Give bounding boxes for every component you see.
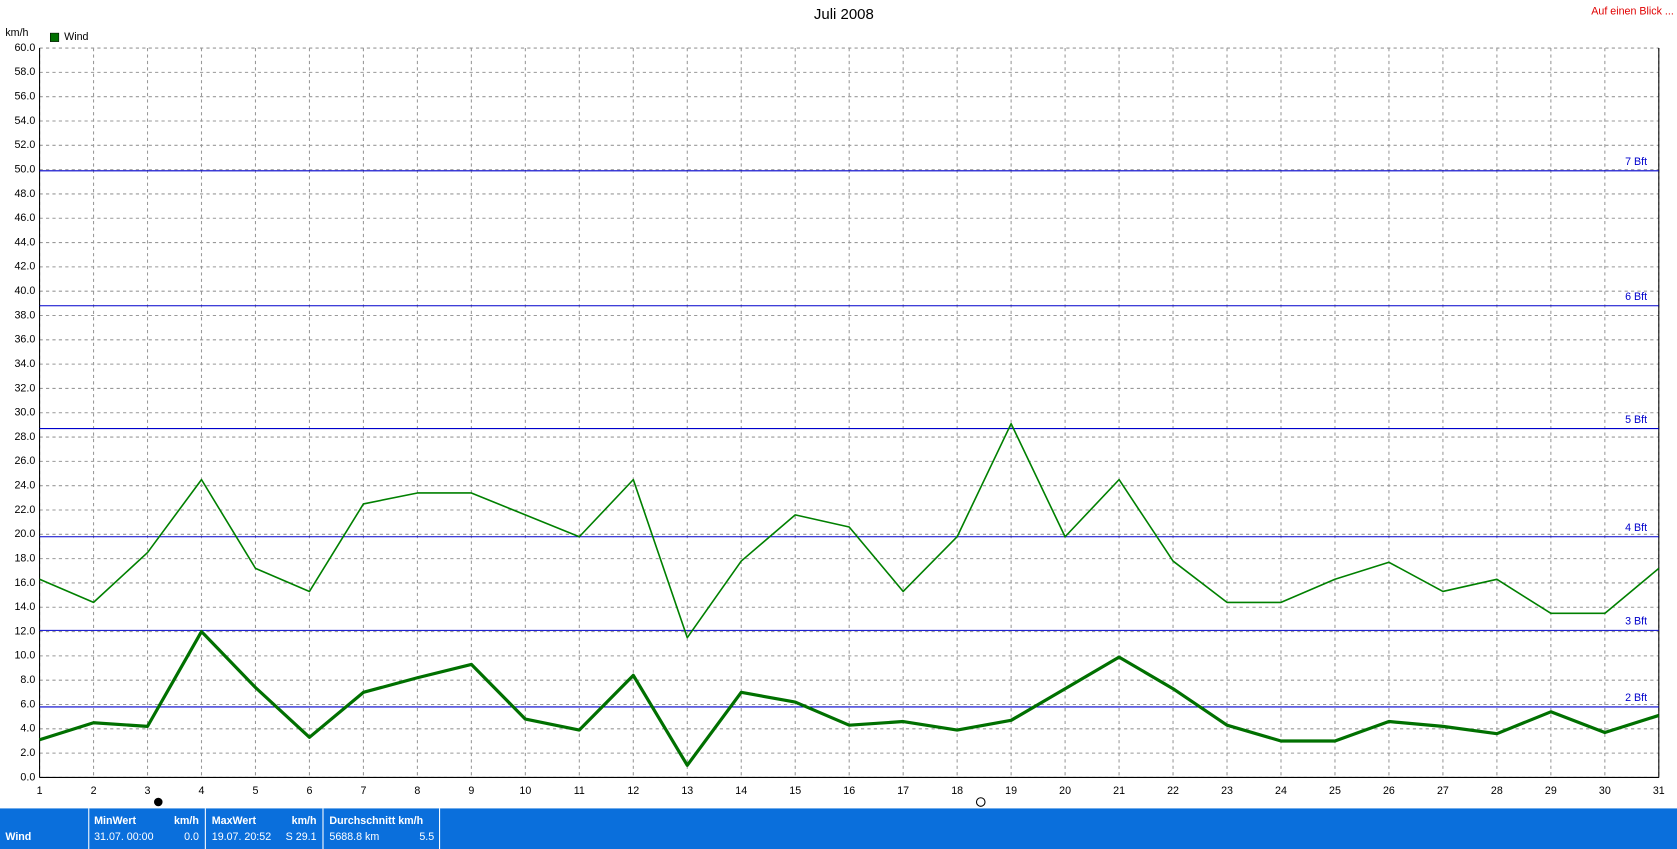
x-tick-label: 13 bbox=[681, 785, 693, 797]
y-tick-label: 50.0 bbox=[14, 163, 35, 175]
x-tick-label: 27 bbox=[1437, 785, 1449, 797]
y-tick-label: 60.0 bbox=[14, 42, 35, 54]
beaufort-label: 5 Bft bbox=[1625, 414, 1647, 426]
legend-label: Wind bbox=[64, 31, 88, 43]
beaufort-label: 7 Bft bbox=[1625, 156, 1647, 168]
x-tick-label: 30 bbox=[1599, 785, 1611, 797]
y-tick-label: 34.0 bbox=[14, 358, 35, 370]
x-tick-label: 20 bbox=[1059, 785, 1071, 797]
beaufort-label: 3 Bft bbox=[1625, 616, 1647, 628]
x-tick-label: 29 bbox=[1545, 785, 1557, 797]
x-tick-label: 16 bbox=[843, 785, 855, 797]
min-value: 0.0 bbox=[184, 831, 199, 843]
y-tick-label: 22.0 bbox=[14, 504, 35, 516]
moon-icon bbox=[154, 797, 163, 807]
avg-value: 5.5 bbox=[419, 831, 434, 843]
y-tick-label: 14.0 bbox=[14, 601, 35, 613]
avg-title: Durchschnitt km/h bbox=[329, 815, 423, 827]
x-tick-label: 17 bbox=[897, 785, 909, 797]
series-line bbox=[39, 629, 1660, 767]
x-tick-label: 15 bbox=[789, 785, 801, 797]
x-tick-label: 22 bbox=[1167, 785, 1179, 797]
y-unit: km/h bbox=[5, 27, 28, 39]
y-tick-label: 58.0 bbox=[14, 66, 35, 78]
x-tick-label: 9 bbox=[468, 785, 474, 797]
y-tick-label: 52.0 bbox=[14, 139, 35, 151]
x-tick-label: 14 bbox=[735, 785, 747, 797]
y-tick-label: 12.0 bbox=[14, 625, 35, 637]
moon-icon bbox=[975, 797, 986, 807]
chart-title: Juli 2008 bbox=[814, 6, 874, 23]
x-tick-label: 19 bbox=[1005, 785, 1017, 797]
y-tick-label: 32.0 bbox=[14, 382, 35, 394]
x-tick-label: 25 bbox=[1329, 785, 1341, 797]
x-tick-label: 12 bbox=[627, 785, 639, 797]
max-when: 19.07. 20:52 bbox=[212, 831, 271, 843]
x-tick-label: 1 bbox=[37, 785, 43, 797]
y-tick-label: 48.0 bbox=[14, 188, 35, 200]
y-tick-label: 26.0 bbox=[14, 455, 35, 467]
x-tick-label: 10 bbox=[519, 785, 531, 797]
x-tick-label: 7 bbox=[360, 785, 366, 797]
min-unit: km/h bbox=[174, 815, 199, 827]
footer: Wind MinWert km/h 31.07. 00:00 0.0 MaxWe… bbox=[5, 808, 441, 849]
beaufort-label: 6 Bft bbox=[1625, 291, 1647, 303]
x-tick-label: 23 bbox=[1221, 785, 1233, 797]
y-tick-label: 18.0 bbox=[14, 552, 35, 564]
x-tick-label: 3 bbox=[145, 785, 151, 797]
min-when: 31.07. 00:00 bbox=[94, 831, 153, 843]
y-tick-label: 30.0 bbox=[14, 407, 35, 419]
x-tick-label: 31 bbox=[1653, 785, 1665, 797]
y-tick-label: 0.0 bbox=[20, 771, 35, 783]
series-line bbox=[39, 422, 1660, 639]
footer-bar bbox=[0, 808, 1677, 849]
y-tick-label: 44.0 bbox=[14, 236, 35, 248]
x-tick-label: 2 bbox=[91, 785, 97, 797]
y-tick-label: 42.0 bbox=[14, 261, 35, 273]
avg-when: 5688.8 km bbox=[329, 831, 379, 843]
x-tick-label: 6 bbox=[306, 785, 312, 797]
x-tick-label: 8 bbox=[414, 785, 420, 797]
x-tick-label: 24 bbox=[1275, 785, 1287, 797]
x-tick-label: 28 bbox=[1491, 785, 1503, 797]
beaufort-label: 4 Bft bbox=[1625, 522, 1647, 534]
min-title: MinWert bbox=[94, 815, 136, 827]
x-tick-label: 18 bbox=[951, 785, 963, 797]
x-tick-label: 26 bbox=[1383, 785, 1395, 797]
footer-label: Wind bbox=[5, 831, 31, 843]
y-tick-label: 46.0 bbox=[14, 212, 35, 224]
x-tick-label: 21 bbox=[1113, 785, 1125, 797]
max-title: MaxWert bbox=[212, 815, 257, 827]
y-tick-label: 10.0 bbox=[14, 650, 35, 662]
y-tick-label: 16.0 bbox=[14, 577, 35, 589]
y-tick-label: 56.0 bbox=[14, 91, 35, 103]
x-tick-label: 11 bbox=[574, 785, 585, 797]
y-tick-label: 28.0 bbox=[14, 431, 35, 443]
y-tick-label: 8.0 bbox=[20, 674, 35, 686]
y-tick-label: 2.0 bbox=[20, 747, 35, 759]
beaufort-label: 2 Bft bbox=[1625, 692, 1647, 704]
y-tick-label: 38.0 bbox=[14, 309, 35, 321]
overview-link[interactable]: Auf einen Blick ... bbox=[1591, 6, 1674, 18]
y-tick-label: 24.0 bbox=[14, 480, 35, 492]
max-unit: km/h bbox=[292, 815, 317, 827]
y-tick-label: 36.0 bbox=[14, 334, 35, 346]
max-value: S 29.1 bbox=[286, 831, 317, 843]
x-tick-label: 5 bbox=[253, 785, 259, 797]
y-tick-label: 40.0 bbox=[14, 285, 35, 297]
y-tick-label: 4.0 bbox=[20, 723, 35, 735]
x-tick-label: 4 bbox=[199, 785, 205, 797]
y-tick-label: 54.0 bbox=[14, 115, 35, 127]
y-tick-label: 6.0 bbox=[20, 698, 35, 710]
y-tick-label: 20.0 bbox=[14, 528, 35, 540]
legend-swatch bbox=[49, 32, 60, 42]
